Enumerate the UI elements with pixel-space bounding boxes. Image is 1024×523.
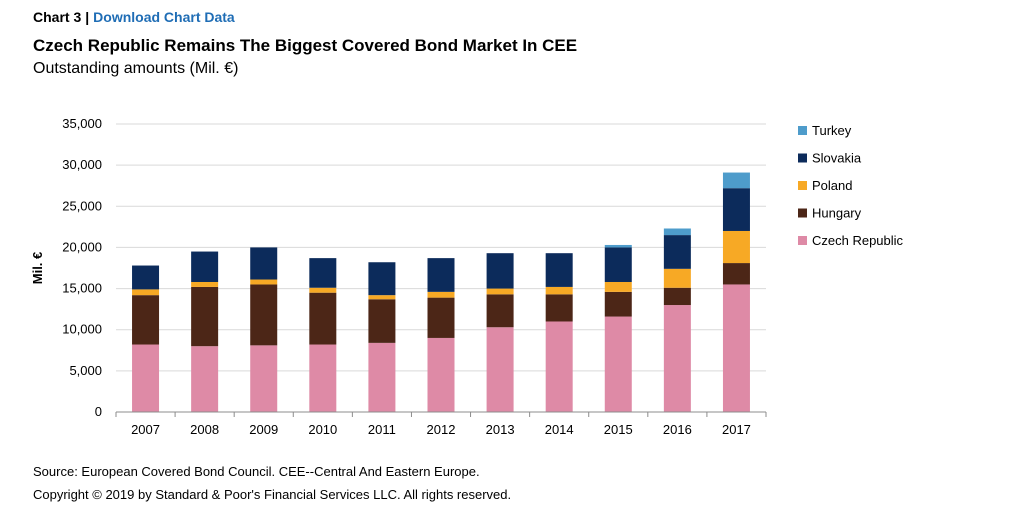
x-tick-label: 2007 bbox=[131, 422, 160, 437]
bar-segment-czech-republic bbox=[368, 342, 396, 412]
x-tick-label: 2015 bbox=[604, 422, 633, 437]
bar-segment-slovakia bbox=[722, 188, 750, 231]
bar-segment-slovakia bbox=[309, 258, 337, 288]
y-tick-label: 30,000 bbox=[62, 157, 102, 172]
bar-segment-hungary bbox=[368, 299, 396, 343]
bar-segment-hungary bbox=[191, 286, 219, 347]
bar-segment-poland bbox=[427, 291, 455, 298]
source-note: Source: European Covered Bond Council. C… bbox=[33, 464, 480, 479]
y-tick-label: 35,000 bbox=[62, 116, 102, 131]
x-tick-label: 2013 bbox=[486, 422, 515, 437]
bar-segment-czech-republic bbox=[132, 344, 160, 412]
x-tick-label: 2012 bbox=[427, 422, 456, 437]
bar-segment-poland bbox=[191, 281, 219, 287]
x-tick-label: 2017 bbox=[722, 422, 751, 437]
x-tick-label: 2016 bbox=[663, 422, 692, 437]
bar-segment-czech-republic bbox=[604, 316, 632, 412]
bar-segment-hungary bbox=[722, 263, 750, 285]
bar-segment-czech-republic bbox=[722, 284, 750, 412]
y-tick-label: 5,000 bbox=[69, 363, 102, 378]
bar-segment-turkey bbox=[604, 244, 632, 248]
bar-segment-poland bbox=[486, 288, 514, 295]
legend-label: Turkey bbox=[812, 123, 852, 138]
legend-swatch bbox=[798, 181, 807, 190]
bar-segment-czech-republic bbox=[250, 345, 278, 412]
y-axis-label: Mil. € bbox=[30, 252, 45, 285]
bar-segment-hungary bbox=[486, 294, 514, 328]
bar-segment-slovakia bbox=[250, 247, 278, 280]
bar-segment-slovakia bbox=[486, 253, 514, 289]
bar-segment-hungary bbox=[309, 292, 337, 345]
x-tick-label: 2014 bbox=[545, 422, 574, 437]
bar-segment-slovakia bbox=[191, 251, 219, 282]
bar-segment-poland bbox=[132, 289, 160, 296]
bar-segment-czech-republic bbox=[191, 346, 219, 412]
bar-segment-poland bbox=[604, 281, 632, 292]
bar-segment-poland bbox=[250, 279, 278, 285]
bar-segment-slovakia bbox=[545, 253, 573, 287]
bar-segment-poland bbox=[663, 268, 691, 288]
chart-title: Czech Republic Remains The Biggest Cover… bbox=[33, 36, 578, 55]
legend-swatch bbox=[798, 153, 807, 163]
chart-number: Chart 3 bbox=[33, 9, 82, 25]
x-tick-labels: 2007 2008 2009 2010 2011 2012 2013 2014 2015 2016… bbox=[131, 422, 751, 437]
bar-segment-slovakia bbox=[368, 262, 396, 296]
copyright-note: Copyright © 2019 by Standard & Poor's Fi… bbox=[33, 487, 512, 502]
axes bbox=[115, 411, 767, 417]
legend-label: Slovakia bbox=[812, 151, 862, 166]
legend-swatch bbox=[798, 236, 807, 245]
bar-segment-slovakia bbox=[132, 265, 160, 290]
bar-segment-czech-republic bbox=[545, 321, 573, 412]
y-tick-label: 20,000 bbox=[62, 239, 102, 254]
bars bbox=[132, 172, 750, 412]
x-tick-label: 2009 bbox=[249, 422, 278, 437]
bar-segment-turkey bbox=[722, 172, 750, 189]
bar-segment-czech-republic bbox=[309, 344, 337, 412]
bar-segment-poland bbox=[722, 230, 750, 264]
y-tick-label: 10,000 bbox=[62, 322, 102, 337]
chart-label-row: Chart 3 | Download Chart Data bbox=[33, 9, 235, 25]
legend-swatch bbox=[798, 208, 807, 218]
bar-segment-poland bbox=[309, 287, 337, 293]
y-tick-label: 0 bbox=[95, 404, 102, 419]
bar-segment-poland bbox=[368, 295, 396, 300]
bar-segment-turkey bbox=[663, 228, 691, 236]
bar-segment-hungary bbox=[663, 287, 691, 306]
bar-segment-slovakia bbox=[427, 258, 455, 292]
bar-segment-hungary bbox=[250, 284, 278, 346]
legend-swatch bbox=[798, 126, 807, 135]
x-tick-label: 2008 bbox=[190, 422, 219, 437]
legend-label: Poland bbox=[812, 178, 852, 193]
bar-segment-hungary bbox=[545, 294, 573, 322]
bar-segment-poland bbox=[545, 286, 573, 295]
x-tick-label: 2011 bbox=[368, 422, 396, 437]
legend-label: Czech Republic bbox=[812, 233, 904, 248]
stacked-bar-chart: 0 5,000 10,000 15,000 20,000 25,000 30,000 35,0… bbox=[30, 116, 904, 437]
bar-segment-slovakia bbox=[604, 247, 632, 282]
legend-label: Hungary bbox=[812, 206, 862, 221]
chart-subtitle: Outstanding amounts (Mil. €) bbox=[33, 60, 239, 77]
bar-segment-slovakia bbox=[663, 235, 691, 269]
download-chart-data-link[interactable]: Download Chart Data bbox=[93, 9, 235, 25]
separator: | bbox=[85, 9, 90, 25]
x-tick-label: 2010 bbox=[308, 422, 337, 437]
bar-segment-czech-republic bbox=[486, 327, 514, 412]
y-tick-labels: 0 5,000 10,000 15,000 20,000 25,000 30,000 35,0… bbox=[62, 116, 102, 419]
y-tick-label: 25,000 bbox=[62, 198, 102, 213]
bar-segment-hungary bbox=[604, 291, 632, 317]
bar-segment-czech-republic bbox=[663, 305, 691, 412]
bar-segment-czech-republic bbox=[427, 337, 455, 412]
y-tick-label: 15,000 bbox=[62, 281, 102, 296]
bar-segment-hungary bbox=[132, 295, 160, 345]
bar-segment-hungary bbox=[427, 297, 455, 338]
legend: Turkey Slovakia Poland Hungary Czech Republi… bbox=[798, 123, 904, 248]
